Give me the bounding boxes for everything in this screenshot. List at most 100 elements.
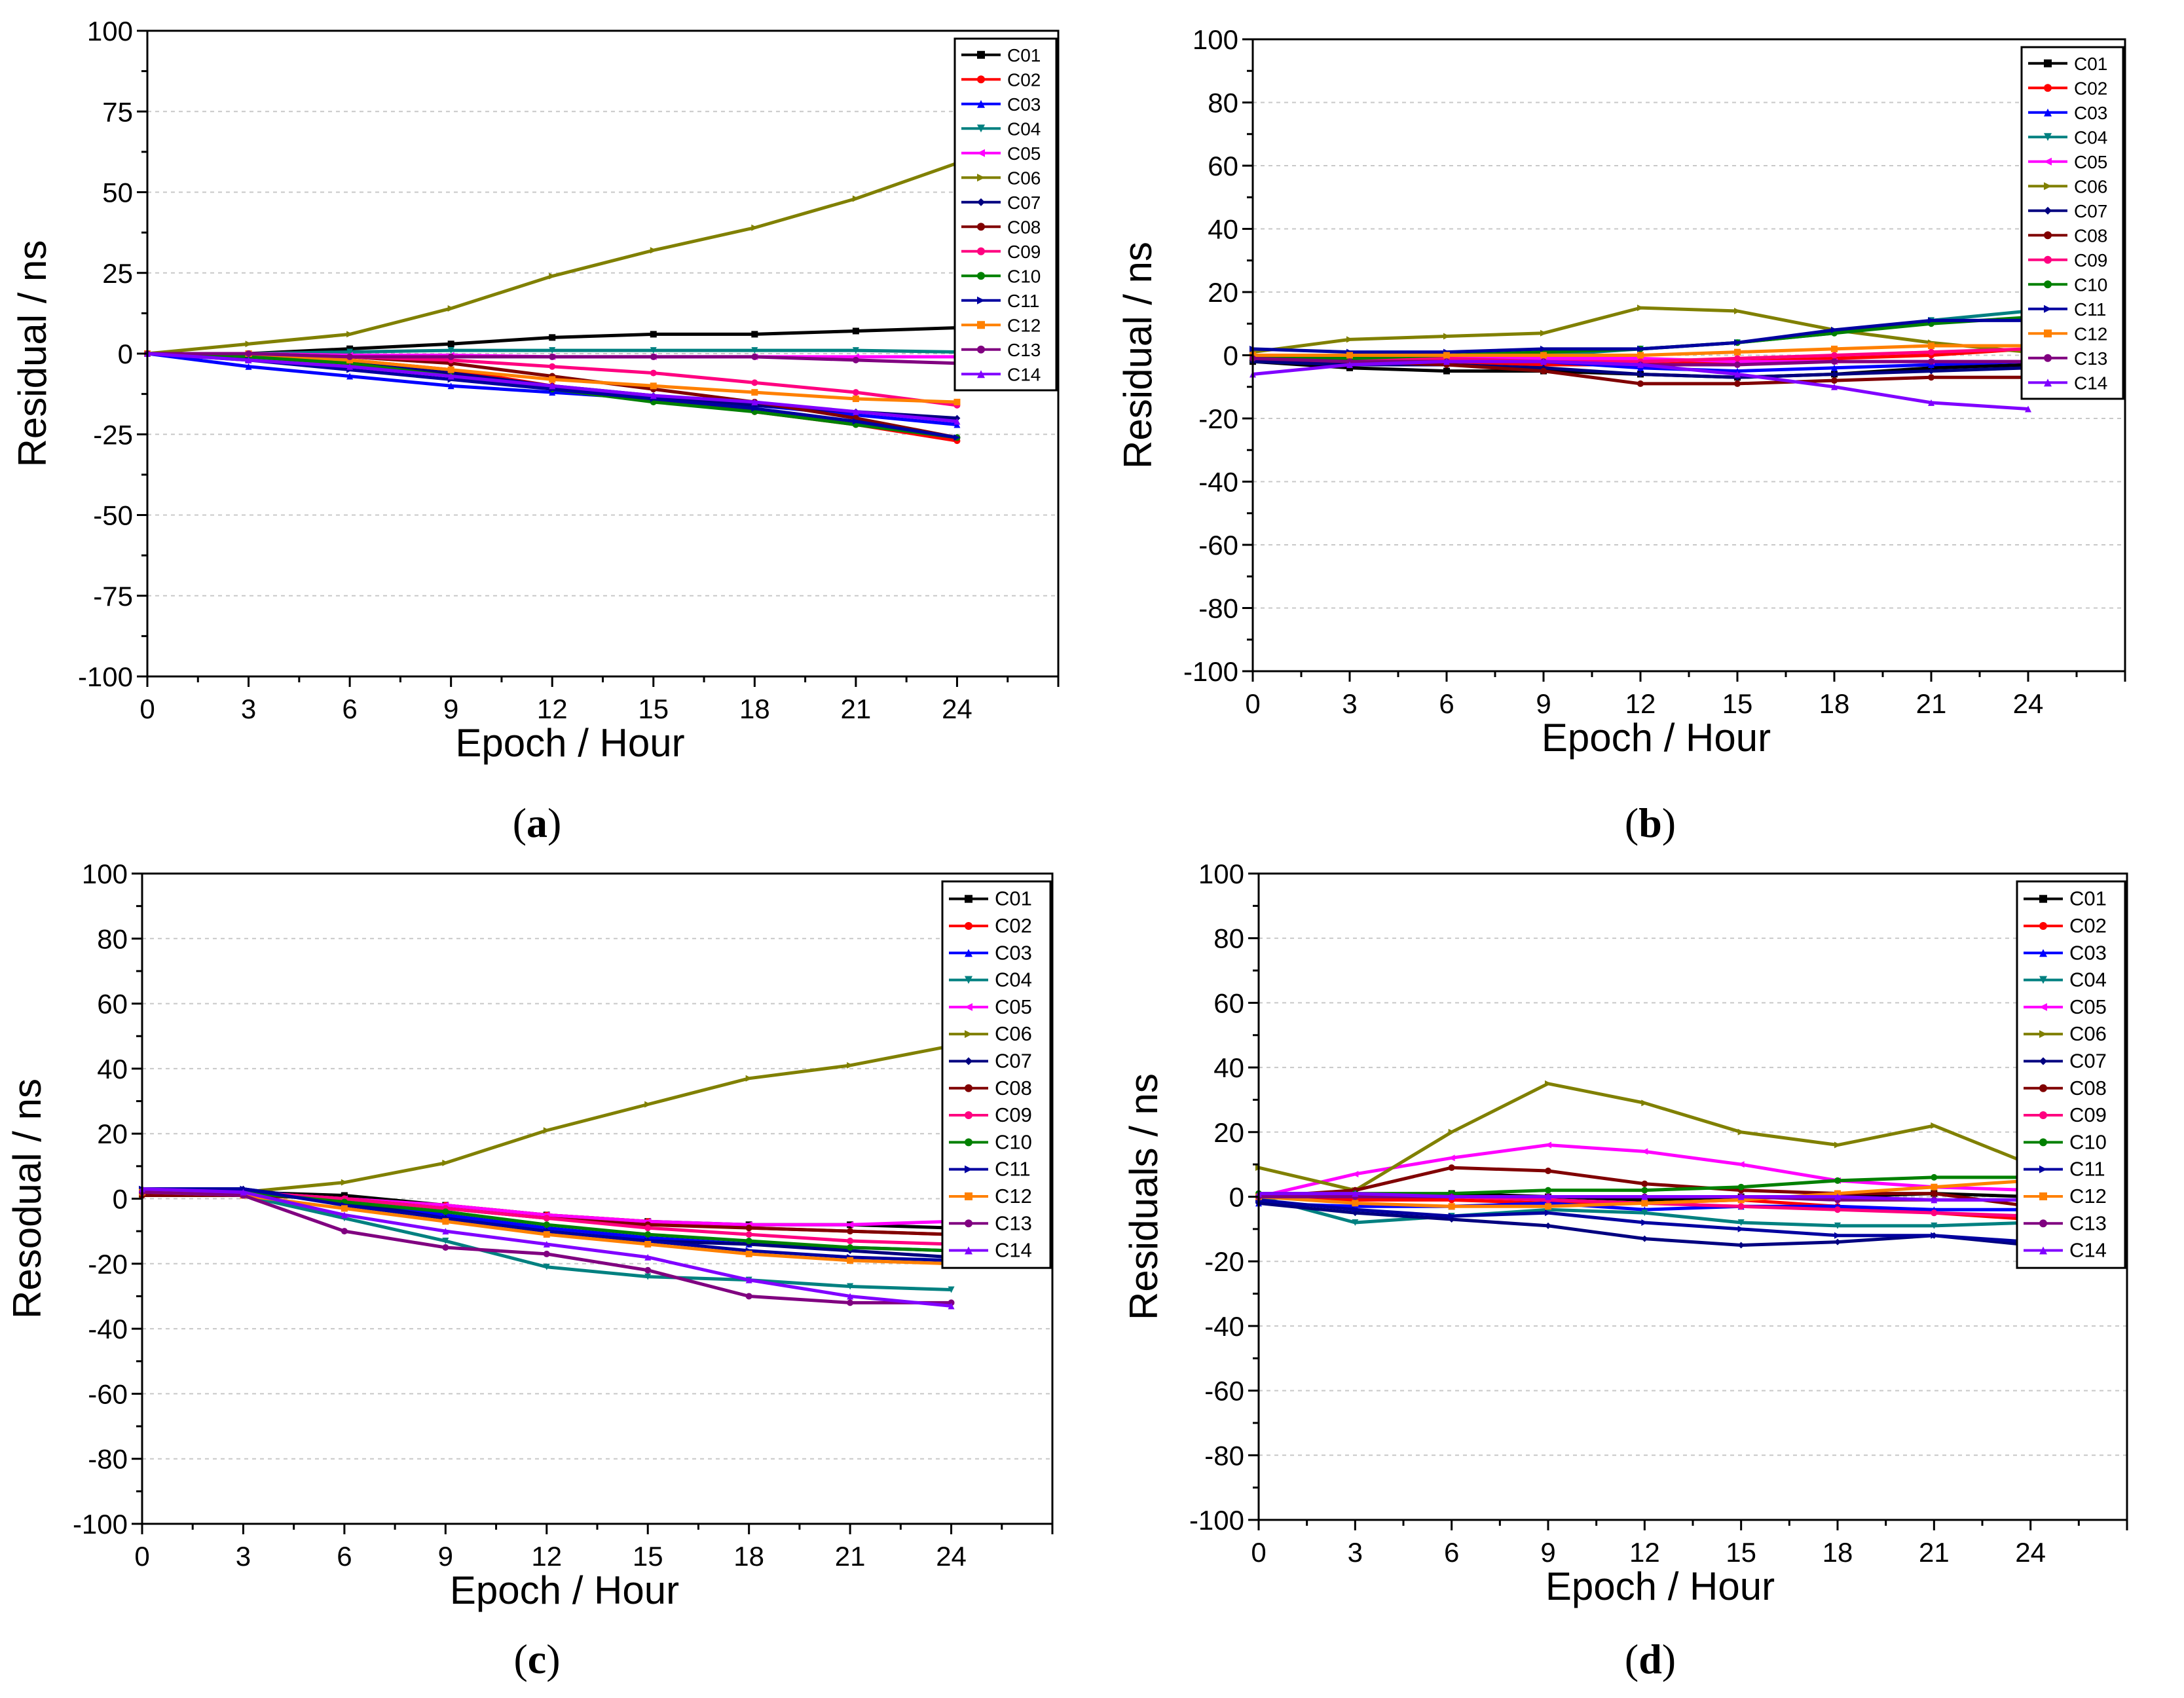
data-point-C10 bbox=[1737, 1183, 1745, 1190]
data-point-C12 bbox=[1352, 1200, 1359, 1207]
legend: C01 C02 C03 C04 C05 C06 C07 C08 C09 C10 C11 C12 C13 C… bbox=[2016, 880, 2126, 1269]
data-point-C13 bbox=[245, 350, 252, 357]
series-line-C06 bbox=[1258, 1082, 2031, 1192]
legend-label-C11: C11 bbox=[1007, 291, 1039, 311]
data-point-C05 bbox=[1737, 1161, 1745, 1168]
legend-marker-C05 bbox=[977, 149, 985, 157]
data-point-C06 bbox=[847, 1061, 854, 1069]
x-tick-label: 6 bbox=[337, 1541, 352, 1572]
y-tick-label: 40 bbox=[97, 1054, 128, 1084]
data-point-C14 bbox=[341, 1211, 348, 1219]
data-point-C06 bbox=[1448, 1128, 1455, 1135]
data-point-C12 bbox=[1931, 1183, 1938, 1190]
data-point-C14 bbox=[953, 418, 961, 425]
legend-label-C14: C14 bbox=[2069, 1239, 2107, 1262]
legend-label-C02: C02 bbox=[2069, 914, 2107, 937]
data-point-C06 bbox=[245, 341, 252, 348]
data-point-C08 bbox=[1448, 1164, 1455, 1172]
data-point-C09 bbox=[1737, 1203, 1745, 1210]
data-point-C14 bbox=[245, 356, 252, 363]
legend-marker-C10 bbox=[977, 272, 985, 280]
legend-marker-C10 bbox=[965, 1138, 972, 1147]
x-tick-label: 18 bbox=[733, 1541, 764, 1572]
legend-marker-C01 bbox=[965, 895, 972, 903]
y-tick-label: 100 bbox=[1193, 24, 1238, 55]
legend-label-C08: C08 bbox=[1007, 217, 1041, 237]
data-point-C09 bbox=[1931, 1209, 1938, 1217]
data-point-C12 bbox=[1443, 352, 1450, 359]
legend-box bbox=[953, 37, 1058, 392]
x-tick-label: 24 bbox=[2013, 688, 2044, 719]
y-axis-label: Residuals / ns bbox=[1122, 1073, 1166, 1320]
data-point-C12 bbox=[447, 366, 454, 373]
data-point-C06 bbox=[751, 224, 758, 231]
legend-label-C13: C13 bbox=[2074, 348, 2107, 369]
data-point-C07 bbox=[1641, 1235, 1648, 1242]
legend-label-C06: C06 bbox=[995, 1022, 1032, 1045]
data-point-C12 bbox=[1346, 352, 1353, 359]
data-point-C14 bbox=[543, 1241, 550, 1248]
x-tick-label: 9 bbox=[438, 1541, 453, 1572]
data-point-C09 bbox=[847, 1238, 854, 1245]
data-point-C12 bbox=[751, 389, 758, 396]
x-axis-label: Epoch / Hour bbox=[1545, 1564, 1775, 1608]
legend-marker-C09 bbox=[2044, 255, 2052, 264]
data-point-C06 bbox=[543, 1127, 550, 1134]
chart-panel-a: 0 3 6 9 12 15 18 21 24 -100 -75 -50 -25 0 25 50 75 100 Epo… bbox=[10, 16, 1060, 846]
data-point-C07 bbox=[1545, 1222, 1551, 1229]
legend-label-C09: C09 bbox=[2074, 250, 2107, 270]
data-point-C11 bbox=[1734, 339, 1741, 346]
data-point-C14 bbox=[447, 373, 454, 380]
data-point-C13 bbox=[543, 1250, 550, 1257]
data-point-C05 bbox=[847, 1221, 854, 1228]
legend-marker-C11 bbox=[965, 1165, 972, 1173]
data-point-C04 bbox=[751, 347, 758, 354]
legend-marker-C13 bbox=[2039, 1219, 2047, 1228]
data-point-C14 bbox=[1928, 399, 1934, 406]
legend-marker-C05 bbox=[2044, 157, 2052, 166]
data-point-C08 bbox=[1540, 367, 1547, 375]
data-point-C14 bbox=[549, 382, 556, 390]
y-tick-label: 20 bbox=[97, 1118, 128, 1149]
y-tick-label: -20 bbox=[88, 1249, 128, 1280]
data-point-C04 bbox=[1641, 1209, 1648, 1217]
legend-marker-C05 bbox=[965, 1003, 972, 1011]
data-point-C12 bbox=[1734, 348, 1741, 356]
data-point-C10 bbox=[847, 1244, 854, 1251]
legend-marker-C08 bbox=[2039, 1084, 2047, 1092]
data-point-C12 bbox=[745, 1250, 752, 1257]
legend-label-C08: C08 bbox=[2074, 225, 2107, 246]
data-point-C14 bbox=[1637, 361, 1644, 368]
data-point-C12 bbox=[1448, 1203, 1455, 1210]
data-point-C12 bbox=[1928, 342, 1934, 350]
x-axis-label: Epoch / Hour bbox=[450, 1568, 679, 1612]
data-point-C09 bbox=[650, 369, 657, 377]
data-point-C12 bbox=[953, 398, 961, 405]
data-point-C12 bbox=[543, 1231, 550, 1238]
data-point-C13 bbox=[847, 1299, 854, 1306]
data-point-C04 bbox=[847, 1283, 854, 1290]
legend-marker-C09 bbox=[2039, 1111, 2047, 1120]
data-point-C12 bbox=[644, 1241, 652, 1248]
x-tick-label: 3 bbox=[241, 693, 256, 724]
x-tick-label: 18 bbox=[1819, 688, 1850, 719]
y-tick-label: -60 bbox=[1198, 530, 1238, 561]
legend-label-C13: C13 bbox=[995, 1211, 1032, 1234]
x-tick-label: 24 bbox=[936, 1541, 967, 1572]
legend-label-C11: C11 bbox=[2069, 1158, 2105, 1181]
data-point-C09 bbox=[1831, 352, 1838, 359]
x-tick-label: 6 bbox=[342, 693, 357, 724]
data-point-C10 bbox=[1931, 1173, 1938, 1181]
data-point-C06 bbox=[852, 195, 859, 202]
data-point-C09 bbox=[543, 1215, 550, 1222]
data-point-C09 bbox=[1834, 1206, 1841, 1213]
x-tick-label: 3 bbox=[1342, 688, 1357, 719]
x-tick-label: 24 bbox=[942, 693, 972, 724]
legend-label-C07: C07 bbox=[995, 1049, 1032, 1072]
data-point-C11 bbox=[1931, 1232, 1938, 1239]
legend: C01 C02 C03 C04 C05 C06 C07 C08 C09 C10 C11 C12 C13 C… bbox=[2020, 46, 2124, 400]
data-point-C10 bbox=[1834, 1177, 1841, 1184]
data-point-C10 bbox=[442, 1208, 449, 1215]
y-tick-label: -100 bbox=[1183, 656, 1238, 687]
data-point-C04 bbox=[1931, 1222, 1938, 1229]
